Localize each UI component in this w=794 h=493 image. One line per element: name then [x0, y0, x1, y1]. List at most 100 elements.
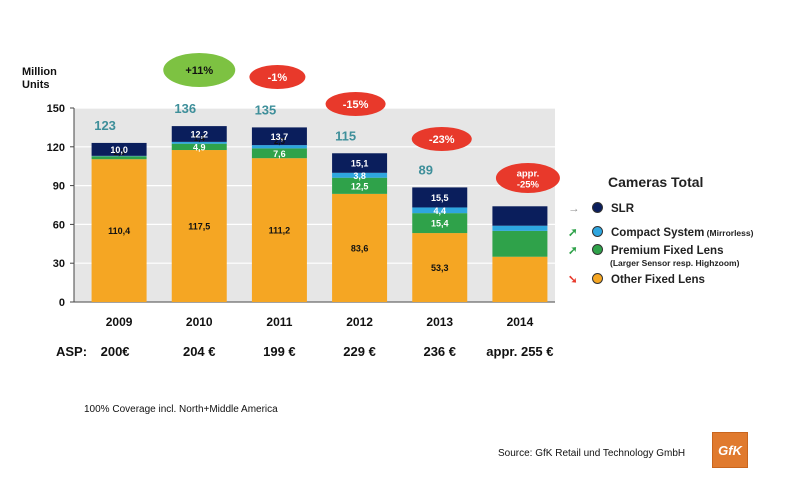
asp-value: appr. 255 € — [486, 344, 554, 359]
bar-premium-fixed-lens — [91, 156, 147, 160]
y-tick-label: 120 — [47, 142, 65, 154]
source-note: Source: GfK Retail und Technology GmbH — [498, 448, 686, 459]
bar-premium-fixed-lens — [412, 213, 468, 234]
x-tick-label: 2013 — [426, 315, 453, 329]
trend-arrow-icon: → — [568, 203, 580, 215]
legend-swatch — [592, 244, 603, 255]
data-label: 4,4 — [433, 206, 446, 216]
coverage-note: 100% Coverage incl. North+Middle America — [84, 404, 278, 415]
change-label: +11% — [185, 65, 213, 77]
change-label: -15% — [343, 99, 369, 111]
x-tick-label: 2010 — [186, 315, 213, 329]
total-label: 115 — [335, 128, 356, 143]
bar-premium-fixed-lens — [171, 143, 227, 151]
trend-arrow-icon: ➚ — [568, 245, 578, 257]
asp-value: 204 € — [182, 344, 216, 359]
plot-area — [74, 108, 555, 302]
legend-sublabel: (Larger Sensor resp. Highzoom) — [610, 258, 740, 268]
change-bubble — [249, 65, 306, 89]
bar-other-fixed-lens — [412, 233, 468, 302]
bar-slr — [171, 126, 227, 142]
data-label: 10,0 — [110, 145, 128, 155]
y-tick-label: 0 — [59, 297, 65, 309]
bar-slr — [332, 153, 388, 173]
trend-arrow-icon: ➘ — [568, 274, 578, 286]
legend-item: → SLR — [568, 202, 634, 215]
y-tick-label: 30 — [53, 258, 65, 270]
gfk-logo: GfK — [712, 432, 748, 468]
change-label: -1% — [268, 72, 288, 84]
bar-compact-system — [412, 207, 468, 214]
trend-arrow-icon: ➚ — [568, 227, 578, 239]
data-label: 83,6 — [351, 243, 369, 253]
total-label: 136 — [174, 101, 196, 116]
data-label: 15,4 — [431, 219, 449, 229]
bar-compact-system — [332, 172, 388, 178]
bar-other-fixed-lens — [171, 150, 227, 302]
bar-slr — [412, 187, 468, 208]
bar-other-fixed-lens — [492, 256, 548, 302]
bar-other-fixed-lens — [251, 158, 307, 302]
data-label: 4,9 — [193, 142, 206, 152]
bar-other-fixed-lens — [91, 159, 147, 302]
asp-label: ASP: — [56, 344, 88, 359]
data-label: 1,4 — [194, 134, 206, 143]
legend-swatch — [592, 273, 603, 284]
data-label: 15,1 — [351, 159, 369, 169]
bar-compact-system — [251, 145, 307, 149]
bar-slr — [251, 127, 307, 146]
data-label: 13,7 — [271, 132, 289, 142]
change-bubble — [495, 163, 560, 193]
data-label: 111,2 — [269, 226, 291, 236]
y-tick-label: 90 — [53, 181, 65, 193]
x-tick-label: 2014 — [507, 315, 534, 329]
data-label: 12,2 — [190, 129, 208, 139]
bar-premium-fixed-lens — [332, 177, 388, 194]
total-label: 135 — [255, 102, 277, 117]
legend-label: Premium Fixed Lens — [611, 245, 724, 257]
x-tick-label: 2009 — [106, 315, 133, 329]
legend-title: Cameras Total — [608, 174, 704, 190]
x-tick-label: 2012 — [346, 315, 373, 329]
legend-swatch — [592, 202, 603, 213]
legend-item: ➚ Premium Fixed Lens (Larger Sensor resp. … — [568, 243, 739, 268]
data-label: 3,8 — [353, 171, 366, 181]
change-label: -25% — [517, 180, 540, 191]
legend-label: Compact System — [611, 227, 705, 239]
legend-item: ➘ Other Fixed Lens — [568, 272, 705, 286]
total-label: 89 — [419, 162, 433, 177]
data-label: 117,5 — [188, 222, 210, 232]
bar-compact-system — [171, 141, 227, 144]
bar-slr — [492, 206, 548, 226]
data-label: 15,5 — [431, 193, 449, 203]
change-bubble — [325, 92, 386, 116]
y-axis-label: Million Units — [22, 66, 57, 91]
legend-swatch — [592, 226, 603, 237]
bar-compact-system — [492, 225, 548, 231]
y-tick-label: 60 — [53, 219, 65, 231]
legend-sublabel: (Mirrorless) — [704, 228, 754, 238]
change-bubble — [411, 127, 472, 151]
bar-premium-fixed-lens — [492, 230, 548, 257]
data-label: 2,3 — [114, 148, 126, 157]
data-label: 110,4 — [108, 226, 130, 236]
bar-slr — [91, 142, 147, 156]
asp-value: 199 € — [263, 344, 296, 359]
legend-label: Other Fixed Lens — [611, 274, 705, 286]
y-tick-label: 150 — [47, 103, 65, 115]
x-tick-label: 2011 — [266, 315, 292, 329]
legend-label: SLR — [611, 203, 634, 215]
bar-premium-fixed-lens — [251, 148, 307, 159]
total-label: 123 — [94, 118, 116, 133]
data-label: 53,3 — [431, 263, 449, 273]
asp-value: 236 € — [423, 344, 457, 359]
legend-item: ➚ Compact System (Mirrorless) — [568, 225, 753, 239]
asp-value: 200€ — [100, 344, 130, 359]
change-label: -23% — [429, 134, 455, 146]
bar-other-fixed-lens — [332, 193, 388, 302]
data-label: 2,5 — [274, 137, 286, 146]
change-label: appr. — [517, 169, 540, 180]
data-label: 7,6 — [273, 149, 286, 159]
data-label: 12,5 — [351, 181, 369, 191]
